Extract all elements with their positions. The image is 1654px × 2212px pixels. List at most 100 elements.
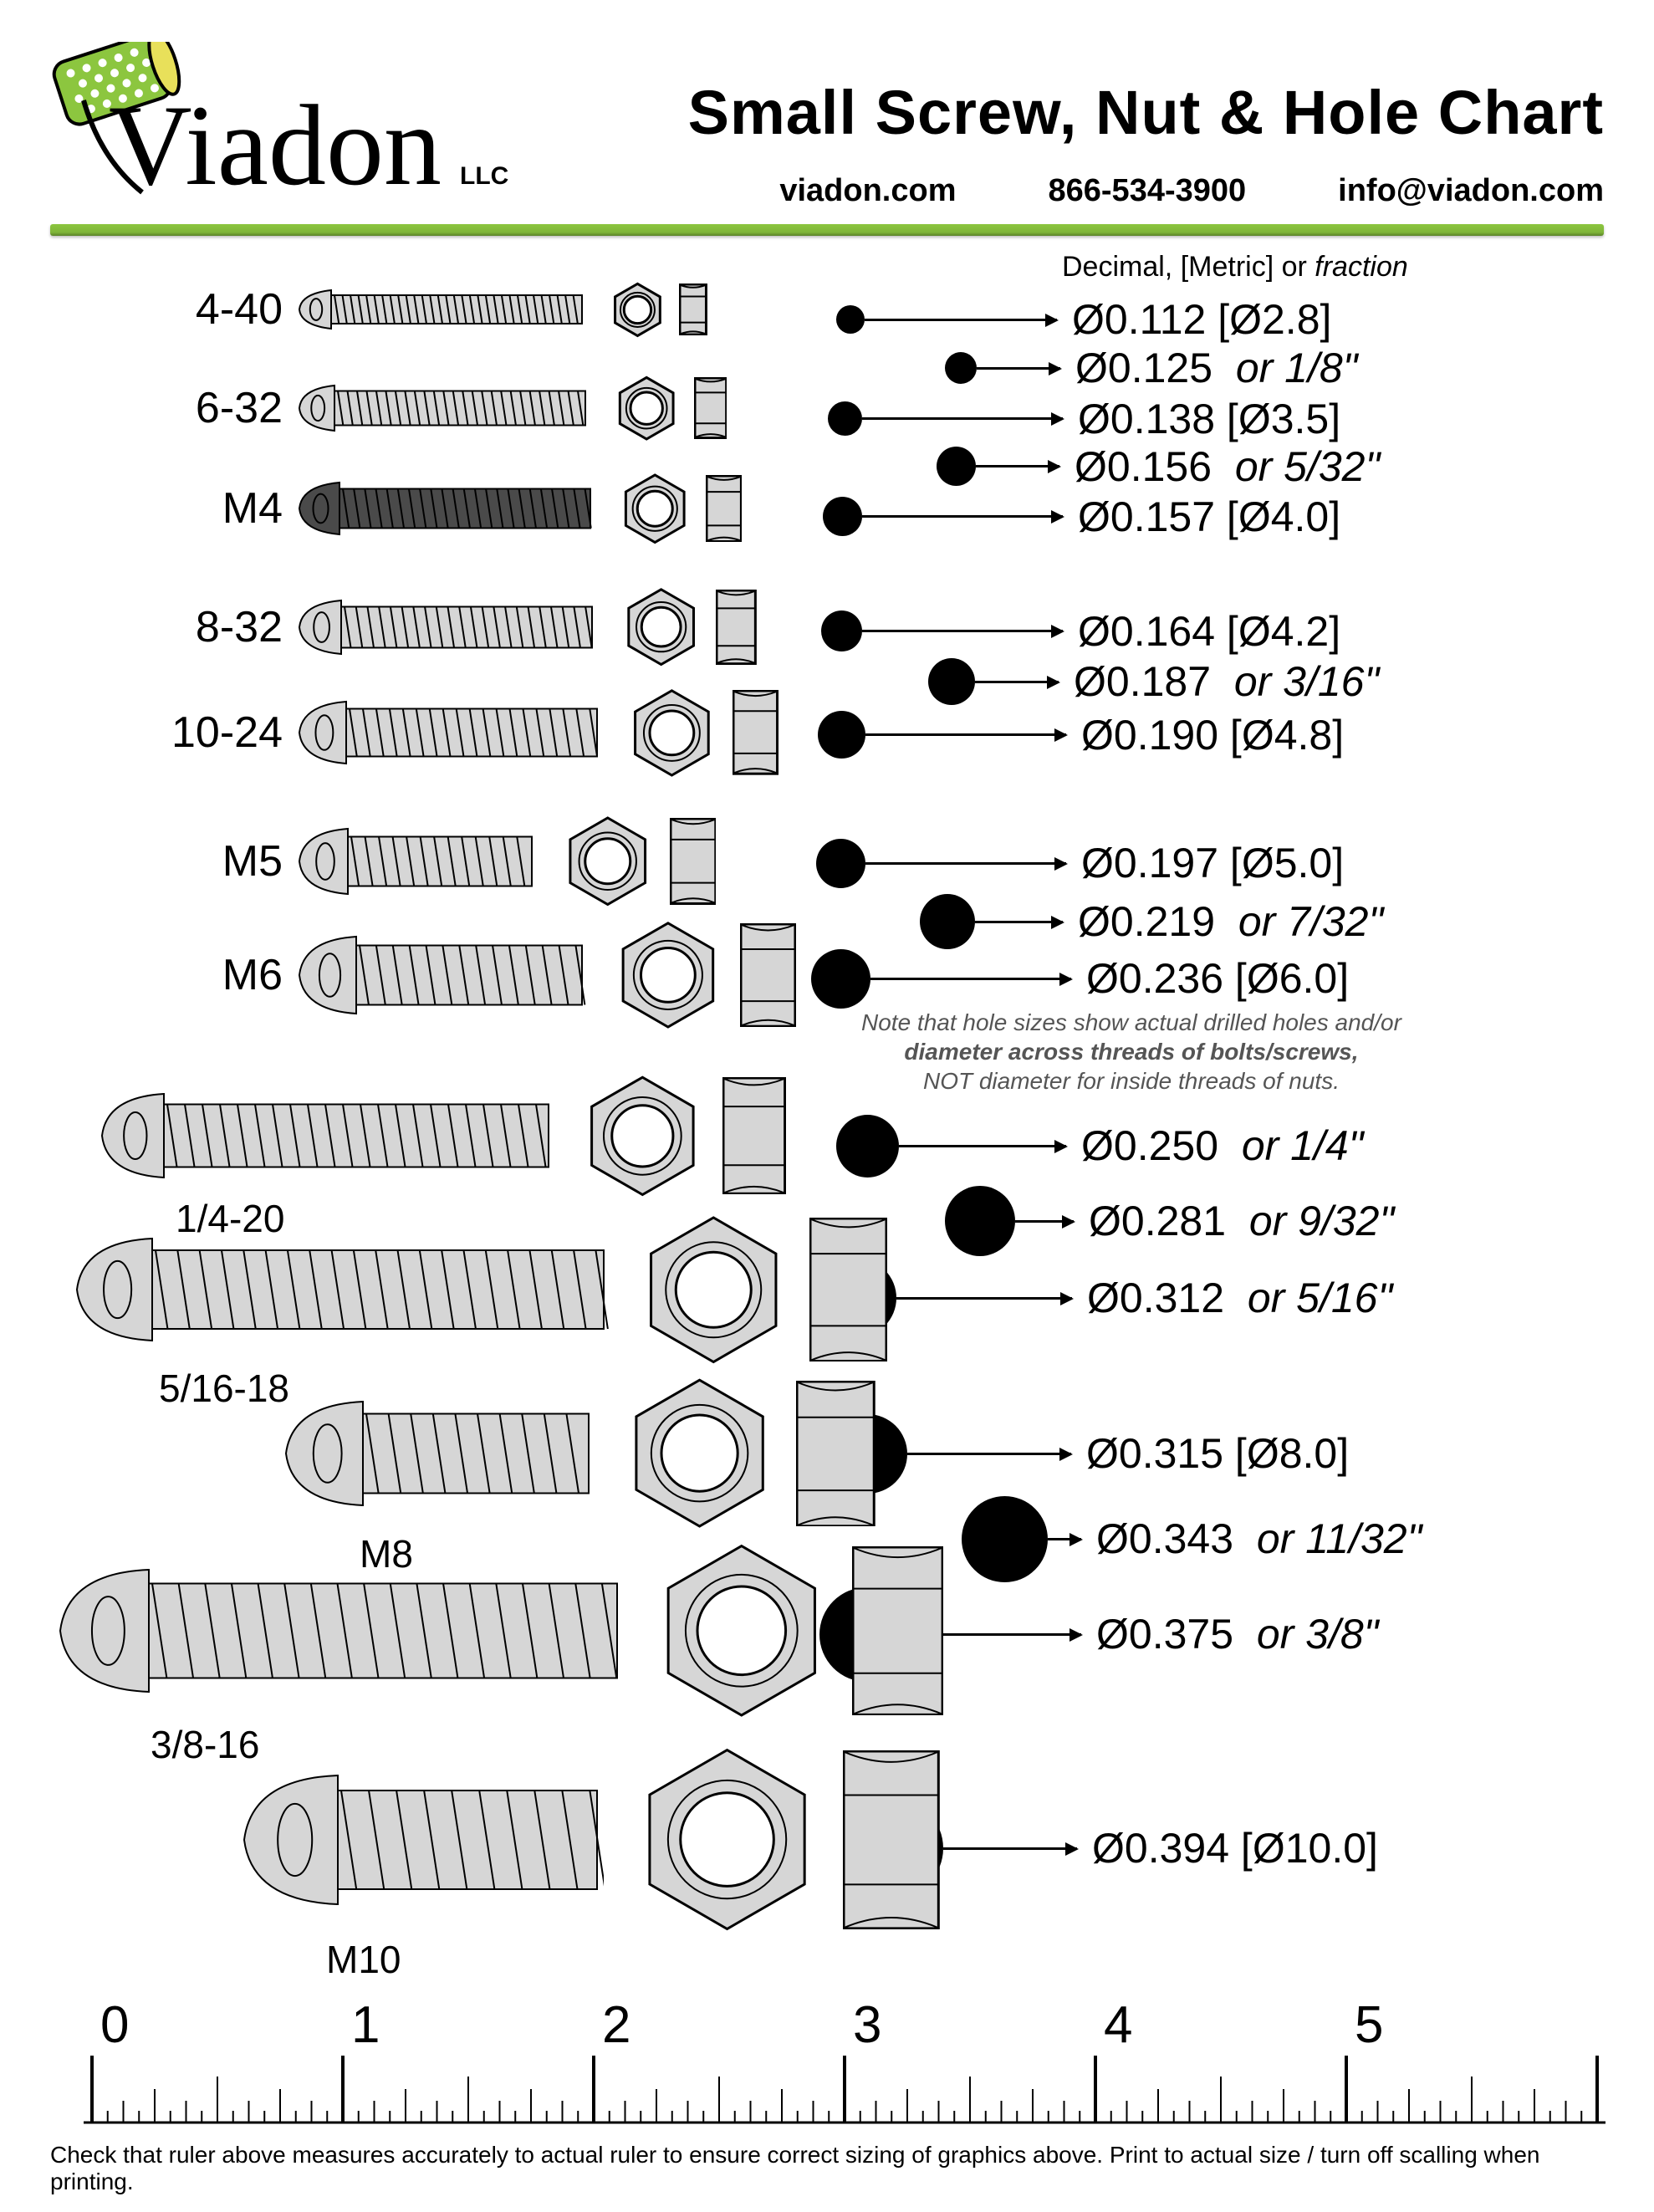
logo: Viadon LLC xyxy=(50,42,518,209)
screw-graphic xyxy=(298,382,592,434)
screw-graphic xyxy=(298,698,604,767)
hole-text: Ø0.157 [Ø4.0] xyxy=(1078,493,1340,541)
nut-side xyxy=(679,284,707,335)
legend-plain: Decimal, [Metric] or xyxy=(1062,251,1315,283)
mid-note-line1: Note that hole sizes show actual drilled… xyxy=(861,1008,1401,1037)
screw-label: 4-40 xyxy=(50,284,298,335)
contact-row: viadon.com 866-534-3900 info@viadon.com xyxy=(552,173,1604,209)
leader-line xyxy=(870,978,1071,980)
nut-side xyxy=(796,1381,875,1527)
screw-row: M8 xyxy=(50,1367,875,1539)
leader-line xyxy=(899,1145,1066,1147)
nut-face xyxy=(614,1367,785,1539)
nut-side xyxy=(733,690,779,774)
svg-text:0: 0 xyxy=(100,1999,129,2054)
hole-text: Ø0.219 or 7/32" xyxy=(1078,897,1383,946)
svg-text:4: 4 xyxy=(1104,1999,1132,2054)
screw-graphic xyxy=(100,1091,555,1181)
hole-dot xyxy=(937,447,976,486)
screw-label: 10-24 xyxy=(50,708,298,758)
mid-note-line2: diameter across threads of bolts/screws, xyxy=(861,1037,1401,1066)
hole-row: Ø0.219 or 7/32" xyxy=(920,894,1383,949)
nut-side xyxy=(843,1750,939,1929)
hole-dot xyxy=(811,949,870,1009)
screw-row: 10-24 xyxy=(50,683,779,783)
leader-line xyxy=(862,417,1063,420)
legend-italic: fraction xyxy=(1315,251,1408,283)
screw-graphic xyxy=(298,287,589,332)
nut-side xyxy=(852,1546,943,1715)
leader-line xyxy=(976,465,1059,467)
screw-graphic xyxy=(298,825,539,897)
screw-row: 6-32 xyxy=(50,372,727,444)
hole-dot xyxy=(823,497,862,536)
hole-row: Ø0.190 [Ø4.8] xyxy=(818,711,1344,759)
leader-line xyxy=(896,1297,1072,1300)
nut-face xyxy=(557,810,659,912)
hole-dot xyxy=(816,839,865,888)
nut-face xyxy=(622,1734,832,1944)
nut-face xyxy=(615,469,695,549)
chart-area: Decimal, [Metric] or fraction Ø0.112 [Ø2… xyxy=(50,251,1604,1990)
nut-face xyxy=(574,1067,712,1205)
hole-dot xyxy=(836,305,865,334)
green-divider xyxy=(50,224,1604,236)
hole-text: Ø0.375 or 3/8" xyxy=(1096,1610,1378,1658)
svg-text:3: 3 xyxy=(853,1999,881,2054)
hole-text: Ø0.164 [Ø4.2] xyxy=(1078,607,1340,656)
nut-side xyxy=(706,475,742,543)
screw-row: M4 xyxy=(50,469,742,549)
hole-dot xyxy=(920,894,975,949)
screw-row: M6 xyxy=(50,914,796,1036)
hole-dot xyxy=(962,1496,1048,1582)
hole-row: Ø0.315 [Ø8.0] xyxy=(828,1414,1349,1494)
hole-text: Ø0.197 [Ø5.0] xyxy=(1081,839,1344,887)
leader-line xyxy=(1015,1220,1074,1223)
nut-face xyxy=(610,372,682,444)
mid-note-line3: NOT diameter for inside threads of nuts. xyxy=(861,1066,1401,1096)
screw-row: 4-40 xyxy=(50,279,707,340)
hole-text: Ø0.112 [Ø2.8] xyxy=(1072,295,1331,344)
nut-face xyxy=(607,914,729,1036)
viadon-logo-svg: Viadon LLC xyxy=(50,42,518,209)
hole-text: Ø0.315 [Ø8.0] xyxy=(1086,1429,1349,1478)
hole-dot xyxy=(828,401,862,436)
website: viadon.com xyxy=(779,173,956,209)
hole-dot xyxy=(928,658,975,705)
page-title: Small Screw, Nut & Hole Chart xyxy=(552,77,1604,148)
screw-graphic xyxy=(75,1235,610,1344)
screw-row: 5/16-18 xyxy=(50,1205,887,1375)
hole-dot xyxy=(836,1115,899,1178)
screw-label: 6-32 xyxy=(50,383,298,433)
screw-graphic xyxy=(242,1772,604,1908)
hole-row: Ø0.250 or 1/4" xyxy=(836,1115,1363,1178)
leader-line xyxy=(1048,1538,1081,1540)
hole-text: Ø0.138 [Ø3.5] xyxy=(1078,395,1340,443)
brand-suffix: LLC xyxy=(460,162,508,190)
screw-row: 3/8-16 xyxy=(50,1531,943,1730)
nut-face xyxy=(642,1531,841,1730)
screw-graphic xyxy=(298,933,589,1017)
hole-row: Ø0.125 or 1/8" xyxy=(945,344,1357,392)
leader-line xyxy=(975,921,1063,923)
hole-text: Ø0.125 or 1/8" xyxy=(1075,344,1357,392)
screw-row: 8-32 xyxy=(50,583,757,671)
leader-line xyxy=(977,367,1060,370)
leader-line xyxy=(865,733,1066,736)
screw-row: M5 xyxy=(50,810,716,912)
hole-row: Ø0.343 or 11/32" xyxy=(962,1496,1422,1582)
nut-side xyxy=(740,923,796,1027)
email: info@viadon.com xyxy=(1338,173,1604,209)
leader-line xyxy=(975,681,1059,683)
hole-row: Ø0.164 [Ø4.2] xyxy=(821,607,1340,656)
hole-text: Ø0.394 [Ø10.0] xyxy=(1092,1824,1378,1872)
nut-side xyxy=(670,818,717,905)
screw-label: 8-32 xyxy=(50,602,298,652)
leader-line xyxy=(865,862,1066,865)
hole-dot xyxy=(818,711,865,759)
screw-graphic xyxy=(59,1566,624,1695)
ruler-svg: 0123456 xyxy=(84,1999,1606,2133)
screw-graphic xyxy=(284,1398,595,1509)
nut-face xyxy=(607,279,668,340)
nut-face xyxy=(629,1205,799,1375)
